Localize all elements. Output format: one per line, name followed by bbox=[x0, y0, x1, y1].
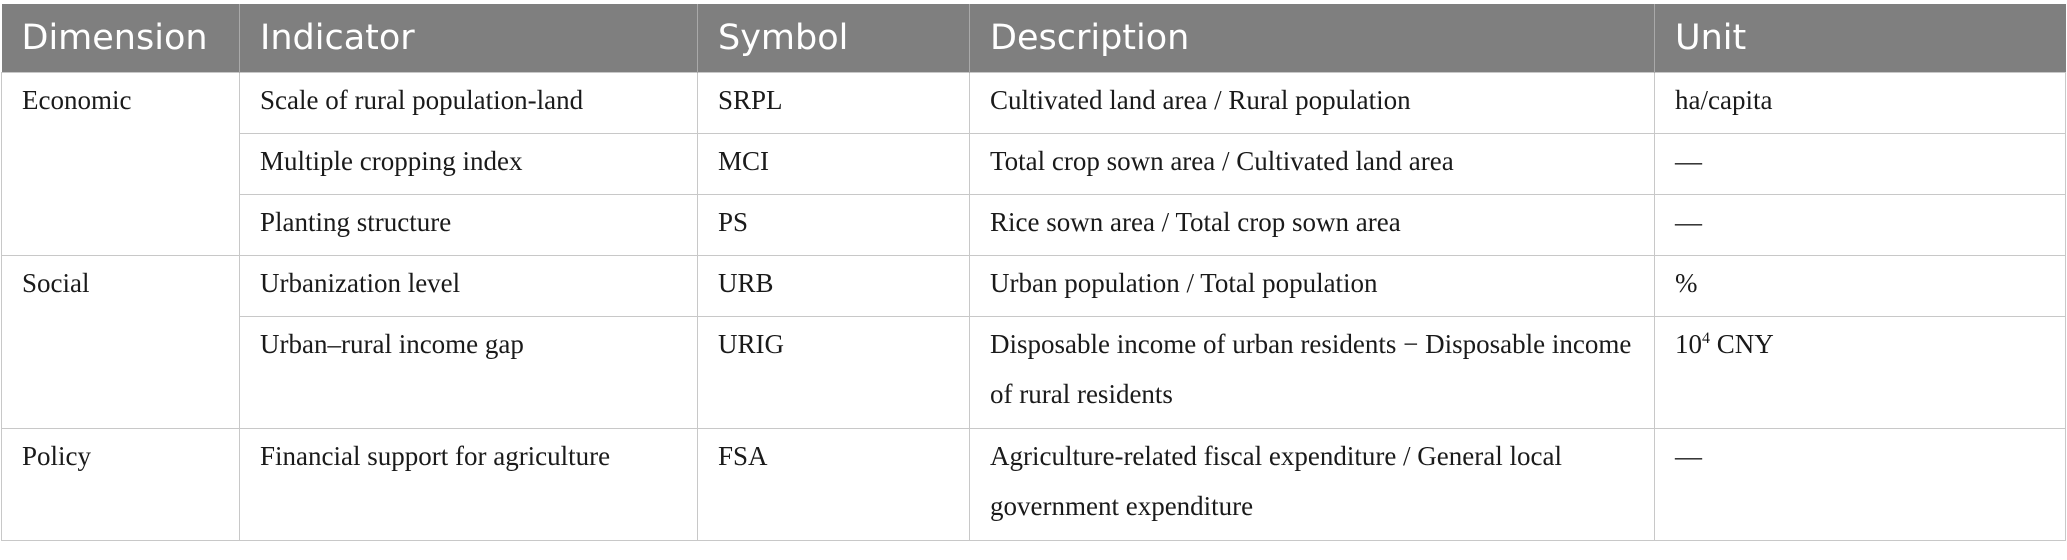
unit-cell: — bbox=[1654, 427, 2066, 541]
indicator-cell: Planting structure bbox=[239, 193, 698, 256]
header-dimension: Dimension bbox=[1, 4, 240, 72]
indicator-cell: Urban–rural income gap bbox=[239, 315, 698, 429]
table-row: Planting structure PS Rice sown area / T… bbox=[2, 193, 2066, 256]
indicator-label: Planting structure bbox=[260, 206, 452, 237]
symbol-cell: URB bbox=[697, 254, 970, 317]
dimension-cell-policy: Policy bbox=[1, 427, 240, 541]
unit-label: — bbox=[1675, 440, 1702, 471]
description-label: Cultivated land area / Rural population bbox=[990, 84, 1411, 115]
indicator-cell: Financial support for agriculture bbox=[239, 427, 698, 541]
symbol-cell: MCI bbox=[697, 132, 970, 195]
unit-rest: CNY bbox=[1710, 328, 1774, 359]
unit-label: 104 CNY bbox=[1675, 319, 2045, 369]
symbol-label: FSA bbox=[718, 440, 768, 471]
symbol-cell: URIG bbox=[697, 315, 970, 429]
indicator-table: Dimension Indicator Symbol Description U… bbox=[1, 4, 2066, 541]
header-symbol: Symbol bbox=[697, 4, 970, 72]
symbol-label: MCI bbox=[718, 145, 770, 176]
indicator-label: Multiple cropping index bbox=[260, 145, 523, 176]
description-cell: Disposable income of urban residents − D… bbox=[969, 315, 1655, 429]
dimension-label: Economic bbox=[22, 84, 132, 115]
unit-label: — bbox=[1675, 206, 1702, 237]
unit-base: 10 bbox=[1675, 328, 1702, 359]
indicator-label: Urbanization level bbox=[260, 267, 461, 298]
table-row: Economic Scale of rural population-land … bbox=[1, 71, 2066, 256]
unit-label: — bbox=[1675, 145, 1702, 176]
symbol-label: PS bbox=[718, 206, 749, 237]
unit-exponent: 4 bbox=[1702, 329, 1710, 347]
description-cell: Cultivated land area / Rural population bbox=[969, 71, 1655, 134]
description-cell: Rice sown area / Total crop sown area bbox=[969, 193, 1655, 256]
header-description: Description bbox=[969, 4, 1655, 72]
unit-cell: — bbox=[1654, 193, 2066, 256]
indicator-cell: Urbanization level bbox=[239, 254, 698, 317]
dimension-label: Social bbox=[22, 267, 90, 298]
description-label: Rice sown area / Total crop sown area bbox=[990, 206, 1401, 237]
symbol-label: URIG bbox=[718, 328, 784, 359]
table-row: Social Urbanization level URB Urban popu… bbox=[1, 254, 2066, 429]
indicator-cell: Multiple cropping index bbox=[239, 132, 698, 195]
unit-cell: % bbox=[1654, 254, 2066, 317]
unit-cell: ha/capita bbox=[1654, 71, 2066, 134]
table-row: Multiple cropping index MCI Total crop s… bbox=[2, 132, 2066, 195]
symbol-cell: FSA bbox=[697, 427, 970, 541]
symbol-label: URB bbox=[718, 267, 774, 298]
indicator-cell: Scale of rural population-land bbox=[239, 71, 698, 134]
indicator-table-container: Dimension Indicator Symbol Description U… bbox=[1, 4, 2066, 541]
indicator-label: Scale of rural population-land bbox=[260, 84, 584, 115]
description-label: Agriculture-related fiscal expenditure /… bbox=[990, 440, 1562, 521]
indicator-label: Financial support for agriculture bbox=[260, 440, 611, 471]
indicator-label: Urban–rural income gap bbox=[260, 328, 524, 359]
unit-label: ha/capita bbox=[1675, 84, 1773, 115]
header-indicator: Indicator bbox=[239, 4, 698, 72]
description-cell: Total crop sown area / Cultivated land a… bbox=[969, 132, 1655, 195]
description-cell: Agriculture-related fiscal expenditure /… bbox=[969, 427, 1655, 541]
unit-cell: 104 CNY bbox=[1654, 315, 2066, 429]
table-row: Urban–rural income gap URIG Disposable i… bbox=[2, 315, 2066, 429]
table-row: Policy Financial support for agriculture… bbox=[1, 427, 2066, 541]
dimension-label: Policy bbox=[22, 440, 92, 471]
symbol-label: SRPL bbox=[718, 84, 783, 115]
header-unit: Unit bbox=[1654, 4, 2066, 72]
dimension-cell-social: Social bbox=[1, 254, 240, 429]
symbol-cell: SRPL bbox=[697, 71, 970, 134]
description-label: Urban population / Total population bbox=[990, 267, 1378, 298]
symbol-cell: PS bbox=[697, 193, 970, 256]
header-row: Dimension Indicator Symbol Description U… bbox=[1, 4, 2066, 72]
description-cell: Urban population / Total population bbox=[969, 254, 1655, 317]
description-label: Total crop sown area / Cultivated land a… bbox=[990, 145, 1454, 176]
unit-cell: — bbox=[1654, 132, 2066, 195]
unit-label: % bbox=[1675, 267, 1698, 298]
description-label: Disposable income of urban residents − D… bbox=[990, 328, 1632, 409]
dimension-cell-economic: Economic bbox=[1, 71, 240, 256]
